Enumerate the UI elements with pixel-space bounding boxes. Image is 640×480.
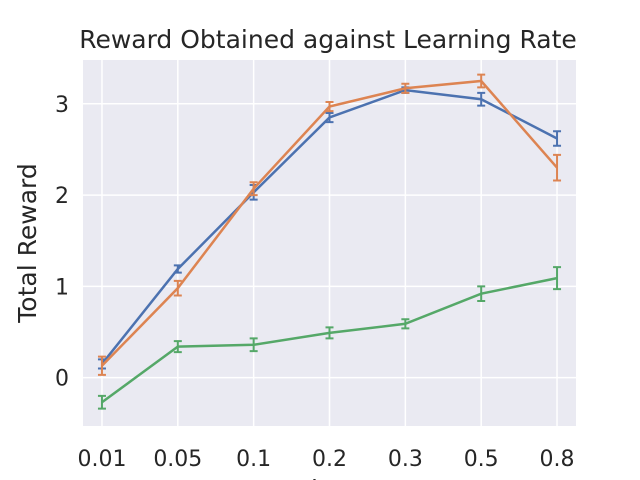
x-axis-label: Learning Rate: [241, 475, 415, 480]
error-bar: [325, 100, 334, 113]
x-tick-label: 0.1: [236, 447, 271, 472]
error-bar: [325, 111, 334, 124]
error-bar: [477, 91, 486, 107]
error-bar: [553, 130, 562, 147]
error-bar: [173, 264, 182, 274]
x-tick-label: 0.3: [388, 447, 423, 472]
x-tick-label: 0.2: [312, 447, 347, 472]
error-bar: [325, 326, 334, 340]
error-bar: [249, 337, 258, 353]
y-axis-label: Total Reward: [13, 163, 42, 323]
y-tick-label: 0: [55, 367, 69, 392]
marks: [97, 73, 562, 410]
x-tick-label: 0.8: [540, 447, 575, 472]
error-bar: [401, 318, 410, 330]
chart-title: Reward Obtained against Learning Rate: [79, 25, 577, 54]
x-tick-label: 0.01: [77, 447, 126, 472]
y-tick-label: 2: [55, 184, 69, 209]
error-bar: [553, 266, 562, 291]
error-bar: [249, 181, 258, 197]
x-tick-label: 0.05: [153, 447, 202, 472]
error-bar: [553, 153, 562, 182]
error-bar: [173, 279, 182, 297]
error-bar: [97, 355, 106, 376]
y-tick-label: 3: [55, 93, 69, 118]
error-bar: [97, 394, 106, 410]
error-bar: [477, 285, 486, 302]
error-bar: [401, 82, 410, 94]
error-bar: [477, 73, 486, 89]
x-tick-label: 0.5: [464, 447, 499, 472]
error-bar: [173, 340, 182, 354]
y-tick-label: 1: [55, 275, 69, 300]
